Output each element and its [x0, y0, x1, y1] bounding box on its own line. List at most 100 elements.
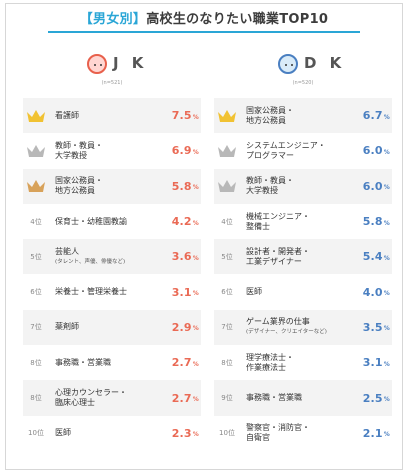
ranking-row: 10位 警察官・消防官・ 自衛官 2.1% [214, 416, 392, 451]
percentage-value: 5.8% [363, 204, 390, 239]
percent-unit: % [192, 148, 199, 156]
percent-unit: % [383, 254, 390, 262]
percentage-value: 7.5% [172, 98, 199, 133]
occupation-name: 機械エンジニア・ 整備士 [246, 211, 310, 231]
rank-number: 5位 [30, 252, 42, 261]
dk-ranking-rows: 国家公務員・ 地方公務員 6.7% システムエンジニア・ プログラマー 6.0% 教師・… [214, 98, 392, 451]
percentage-value: 3.1% [172, 274, 199, 309]
percent-unit: % [383, 184, 390, 192]
occupation-name: 教師・教員・ 大学教授 [55, 140, 103, 160]
silver-crown-icon [23, 133, 49, 168]
ranking-row: 5位 芸能人 (タレント、声優、俳優など) 3.6% [23, 239, 201, 275]
ranking-row: 7位 ゲーム業界の仕事 (デザイナー、クリエイターなど) 3.5% [214, 309, 392, 346]
ranking-row: 8位 理学療法士・ 作業療法士 3.1% [214, 345, 392, 380]
percent-unit: % [192, 325, 199, 333]
percentage-number: 5.8 [171, 179, 192, 193]
rank-number: 9位 [221, 394, 233, 403]
occupation-label: 栄養士・管理栄養士 [55, 274, 161, 309]
percentage-number: 6.0 [362, 179, 383, 193]
percentage-number: 5.8 [362, 215, 383, 229]
occupation-name: 国家公務員・ 地方公務員 [246, 105, 294, 125]
rank-number: 7位 [30, 323, 42, 332]
jk-ranking-column: J K (n=521) 看護師 7.5% 教師・教員・ 大学教授 6.9% 国家公務員・… [23, 48, 201, 451]
ranking-row: 7位 薬剤師 2.9% [23, 309, 201, 346]
ranking-row: システムエンジニア・ プログラマー 6.0% [214, 133, 392, 168]
boy-face-icon [278, 54, 298, 74]
occupation-label: ゲーム業界の仕事 (デザイナー、クリエイターなど) [246, 310, 352, 345]
percent-unit: % [192, 360, 199, 368]
percentage-number: 4.0 [362, 285, 383, 299]
percentage-number: 2.3 [171, 426, 192, 440]
occupation-label: 警察官・消防官・ 自衛官 [246, 416, 352, 451]
occupation-name: 栄養士・管理栄養士 [55, 287, 127, 297]
occupation-name: 看護師 [55, 110, 79, 120]
occupation-label: 事務職・営業職 [246, 380, 352, 415]
percentage-value: 6.7% [363, 98, 390, 133]
title-tag: 【男女別】 [79, 12, 147, 27]
occupation-label: 医師 [246, 274, 352, 309]
percent-unit: % [383, 431, 390, 439]
occupation-name: 保育士・幼稚園教諭 [55, 216, 127, 226]
occupation-label: 看護師 [55, 98, 161, 133]
jk-sample-size: (n=521) [101, 80, 123, 86]
percentage-value: 3.5% [363, 310, 390, 345]
ranking-row: 教師・教員・ 大学教授 6.9% [23, 133, 201, 168]
jk-ranking-rows: 看護師 7.5% 教師・教員・ 大学教授 6.9% 国家公務員・ 地方公務員 5.8% 4位… [23, 98, 201, 451]
occupation-label: 教師・教員・ 大学教授 [55, 133, 161, 168]
percent-unit: % [192, 431, 199, 439]
silver-crown-icon [214, 169, 240, 204]
occupation-name: 芸能人 [55, 246, 79, 256]
occupation-label: システムエンジニア・ プログラマー [246, 133, 352, 168]
occupation-name: 心理カウンセラー・ 臨床心理士 [55, 388, 127, 408]
infographic-frame: 【男女別】高校生のなりたい職業TOP10 J K (n=521) 看護師 7.5%… [5, 3, 403, 470]
rank-number: 10位 [219, 429, 235, 438]
percentage-number: 4.2 [171, 215, 192, 229]
ranking-row: 5位 設計者・開発者・ 工業デザイナー 5.4% [214, 239, 392, 275]
percentage-value: 5.4% [363, 239, 390, 274]
percent-unit: % [383, 396, 390, 404]
ranking-row: 8位 心理カウンセラー・ 臨床心理士 2.7% [23, 380, 201, 416]
occupation-name: ゲーム業界の仕事 [246, 317, 310, 327]
occupation-name: 医師 [246, 287, 262, 297]
title-underline [48, 31, 360, 33]
bronze-crown-icon [23, 169, 49, 204]
occupation-name: 薬剤師 [55, 322, 79, 332]
occupation-note: (タレント、声優、俳優など) [55, 258, 126, 265]
occupation-name: 医師 [55, 428, 71, 438]
percent-unit: % [192, 219, 199, 227]
ranking-row: 6位 栄養士・管理栄養士 3.1% [23, 274, 201, 309]
percentage-number: 3.5 [362, 320, 383, 334]
percentage-value: 3.1% [363, 345, 390, 380]
occupation-label: 教師・教員・ 大学教授 [246, 169, 352, 204]
percentage-number: 2.7 [171, 356, 192, 370]
rank-number: 4位 [221, 217, 233, 226]
percent-unit: % [192, 290, 199, 298]
occupation-label: 国家公務員・ 地方公務員 [55, 169, 161, 204]
percentage-number: 3.1 [171, 285, 192, 299]
ranking-row: 教師・教員・ 大学教授 6.0% [214, 168, 392, 204]
percent-unit: % [383, 219, 390, 227]
ranking-row: 看護師 7.5% [23, 98, 201, 134]
percent-unit: % [383, 325, 390, 333]
percent-unit: % [383, 148, 390, 156]
ranking-row: 4位 保育士・幼稚園教諭 4.2% [23, 204, 201, 239]
rank-number: 8位 [221, 358, 233, 367]
ranking-row: 9位 事務職・営業職 2.5% [214, 380, 392, 416]
percentage-value: 2.7% [172, 345, 199, 380]
percentage-value: 2.5% [363, 380, 390, 415]
occupation-name: 警察官・消防官・ 自衛官 [246, 423, 310, 443]
occupation-label: 事務職・営業職 [55, 345, 161, 380]
percentage-number: 6.9 [171, 144, 192, 158]
rank-number: 8位 [30, 358, 42, 367]
occupation-name: 教師・教員・ 大学教授 [246, 176, 294, 196]
occupation-name: 国家公務員・ 地方公務員 [55, 176, 103, 196]
percentage-value: 6.0% [363, 133, 390, 168]
silver-crown-icon [214, 133, 240, 168]
percentage-value: 5.8% [172, 169, 199, 204]
percentage-value: 2.3% [172, 416, 199, 451]
occupation-label: 心理カウンセラー・ 臨床心理士 [55, 380, 161, 415]
occupation-label: 薬剤師 [55, 310, 161, 345]
ranking-row: 国家公務員・ 地方公務員 5.8% [23, 168, 201, 204]
percent-unit: % [383, 290, 390, 298]
occupation-name: システムエンジニア・ プログラマー [246, 140, 326, 160]
